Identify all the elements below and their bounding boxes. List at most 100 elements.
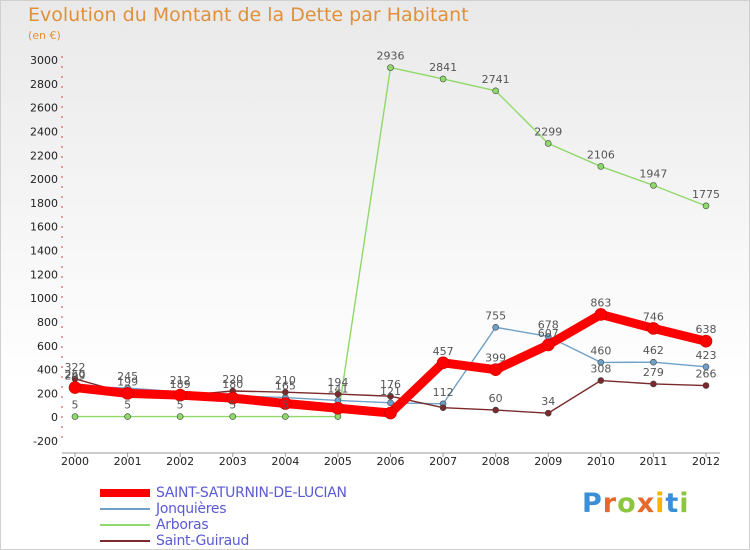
data-point [439, 404, 447, 411]
data-label: 194 [327, 376, 348, 389]
data-point [544, 409, 552, 417]
data-point [124, 413, 131, 420]
data-point [544, 140, 552, 147]
x-tick-label: 2010 [587, 455, 615, 468]
logo-letter: x [636, 488, 656, 519]
data-point [492, 406, 499, 414]
data-label: 249 [65, 370, 86, 383]
data-point [282, 413, 289, 420]
data-label: 245 [117, 370, 138, 383]
data-label: 176 [380, 378, 401, 391]
data-label: 2741 [482, 73, 510, 86]
data-point [541, 338, 555, 352]
data-label: 220 [222, 373, 243, 386]
x-tick-label: 2004 [271, 455, 299, 468]
data-point [68, 381, 82, 394]
logo-letter: t [665, 488, 680, 519]
data-point [702, 363, 710, 371]
data-label: 5 [177, 399, 184, 412]
logo-letter: i [655, 488, 666, 519]
y-tick-label: 1400 [30, 245, 58, 258]
data-label: 180 [222, 378, 243, 391]
data-point [492, 87, 499, 95]
data-label: 423 [696, 349, 717, 362]
data-point [650, 380, 657, 388]
data-label: 2106 [587, 148, 615, 161]
data-label: 2841 [429, 61, 457, 74]
y-tick-label: -200 [33, 435, 58, 448]
y-tick-label: 200 [37, 387, 58, 400]
data-label: 212 [170, 374, 191, 387]
data-point [647, 322, 660, 335]
x-tick-label: 2009 [534, 455, 562, 468]
data-point [699, 334, 713, 348]
data-label: 5 [72, 399, 79, 412]
y-tick-label: 800 [37, 316, 58, 329]
data-point [282, 388, 289, 396]
data-label: 308 [590, 363, 611, 376]
x-tick-label: 2011 [639, 455, 667, 468]
y-tick-label: 600 [37, 340, 58, 353]
data-point [594, 308, 608, 321]
data-label: 746 [643, 310, 664, 323]
y-tick-label: 2600 [30, 102, 58, 115]
legend-label-jonquieres: Jonquières [156, 501, 227, 517]
data-label: 1775 [692, 188, 720, 201]
data-label: 60 [489, 392, 503, 405]
data-point [650, 182, 657, 189]
data-label: 2299 [534, 125, 562, 138]
legend-label-arboras: Arboras [156, 517, 209, 533]
logo-letter: o [617, 488, 637, 519]
data-label: 5 [124, 399, 131, 412]
data-label: 210 [275, 374, 296, 387]
legend-swatch-saint-guiraud [100, 540, 150, 542]
data-label: 260 [65, 368, 86, 381]
data-point [173, 388, 187, 402]
chart-subtitle: (en €) [28, 29, 61, 42]
data-point [650, 358, 657, 366]
data-point [176, 413, 184, 420]
data-label: 399 [485, 352, 506, 365]
legend-swatch-arboras [100, 524, 150, 526]
x-tick-label: 2005 [324, 455, 352, 468]
data-label: 460 [590, 344, 611, 357]
data-label: 462 [643, 344, 664, 357]
data-point [436, 356, 450, 370]
data-point [384, 406, 397, 420]
data-label: 112 [433, 386, 454, 399]
y-tick-label: 2000 [30, 173, 58, 186]
data-label: 457 [433, 345, 454, 358]
x-tick-label: 2000 [61, 455, 89, 468]
y-tick-label: 1000 [30, 292, 58, 305]
x-tick-label: 2001 [114, 455, 142, 468]
y-tick-label: 1600 [30, 221, 58, 234]
y-tick-label: 1200 [30, 268, 58, 281]
line-chart: -200 0 200 400 600 800 1000 1200 1400 1600 1800 200… [30, 50, 720, 468]
data-label: 678 [538, 318, 559, 331]
chart-title: Evolution du Montant de la Dette par Hab… [28, 4, 469, 26]
data-point [492, 323, 499, 331]
data-point [226, 391, 240, 405]
data-point [331, 401, 345, 415]
data-label: 1947 [639, 167, 667, 180]
series-line-2 [74, 66, 707, 418]
legend-label-saint-saturnin: SAINT-SATURNIN-DE-LUCIAN [156, 485, 347, 501]
x-tick-label: 2008 [482, 455, 510, 468]
logo-letter: i [679, 488, 690, 519]
data-label: 638 [696, 323, 717, 336]
data-label: 863 [590, 296, 611, 309]
data-point [229, 413, 237, 420]
y-tick-label: 2400 [30, 125, 58, 138]
data-point [489, 363, 502, 376]
data-label: 34 [541, 395, 555, 408]
brand-logo: Proxiti [582, 488, 690, 519]
data-point [387, 392, 394, 400]
y-tick-label: 1800 [30, 197, 58, 210]
data-point [702, 382, 710, 389]
x-tick-label: 2012 [692, 455, 720, 468]
x-tick-label: 2002 [166, 455, 194, 468]
data-label: 279 [643, 366, 664, 379]
logo-letter: r [602, 488, 618, 519]
data-point [279, 397, 292, 410]
